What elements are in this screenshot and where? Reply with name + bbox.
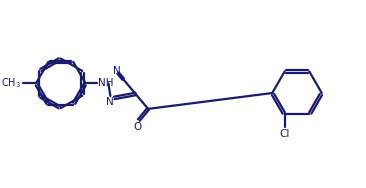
- Text: N: N: [105, 97, 113, 107]
- Text: Cl: Cl: [279, 129, 290, 139]
- Text: NH: NH: [98, 78, 114, 88]
- Text: O: O: [134, 122, 142, 132]
- Text: CH$_3$: CH$_3$: [1, 76, 22, 90]
- Text: N: N: [113, 66, 121, 76]
